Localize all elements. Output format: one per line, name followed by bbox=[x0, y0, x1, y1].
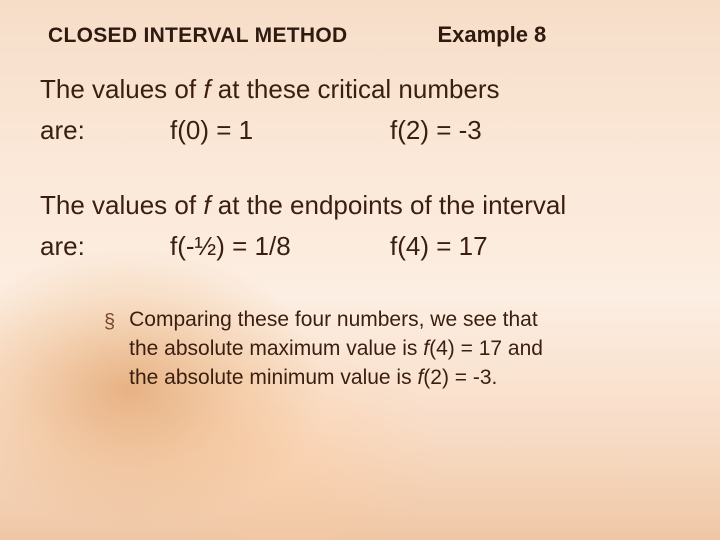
critical-value-1: f(0) = 1 bbox=[170, 115, 390, 146]
f-italic: f bbox=[203, 190, 210, 220]
text: the absolute maximum value is bbox=[129, 337, 423, 360]
critical-values-row: are: f(0) = 1 f(2) = -3 bbox=[40, 115, 688, 146]
slide-content: The values of f at these critical number… bbox=[40, 72, 688, 393]
critical-value-2: f(2) = -3 bbox=[390, 115, 482, 146]
text: at these critical numbers bbox=[211, 74, 500, 104]
endpoint-intro: The values of f at the endpoints of the … bbox=[40, 188, 688, 223]
endpoint-value-2: f(4) = 17 bbox=[390, 231, 488, 262]
text: (2) = -3. bbox=[423, 366, 497, 389]
critical-intro: The values of f at these critical number… bbox=[40, 72, 688, 107]
text: The values of bbox=[40, 74, 203, 104]
title-right: Example 8 bbox=[437, 22, 546, 48]
value-text: (0) = 1 bbox=[177, 115, 253, 145]
text: at the endpoints of the interval bbox=[211, 190, 567, 220]
text: the absolute minimum value is bbox=[129, 366, 417, 389]
f-italic: f bbox=[203, 74, 210, 104]
value-text: (-½) = 1/8 bbox=[177, 231, 290, 261]
value-text: (4) = 17 bbox=[397, 231, 487, 261]
bullet-icon: § bbox=[104, 306, 115, 393]
are-label: are: bbox=[40, 115, 170, 146]
text: Comparing these four numbers, we see tha… bbox=[129, 308, 538, 331]
title-bar: CLOSED INTERVAL METHOD Example 8 bbox=[48, 22, 672, 48]
bullet-text: Comparing these four numbers, we see tha… bbox=[129, 306, 543, 393]
value-text: (2) = -3 bbox=[397, 115, 482, 145]
endpoint-values-row: are: f(-½) = 1/8 f(4) = 17 bbox=[40, 231, 688, 262]
title-left: CLOSED INTERVAL METHOD bbox=[48, 24, 347, 48]
are-label: are: bbox=[40, 231, 170, 262]
endpoint-value-1: f(-½) = 1/8 bbox=[170, 231, 390, 262]
conclusion-bullet: § Comparing these four numbers, we see t… bbox=[104, 306, 628, 393]
text: The values of bbox=[40, 190, 203, 220]
text: (4) = 17 and bbox=[429, 337, 543, 360]
